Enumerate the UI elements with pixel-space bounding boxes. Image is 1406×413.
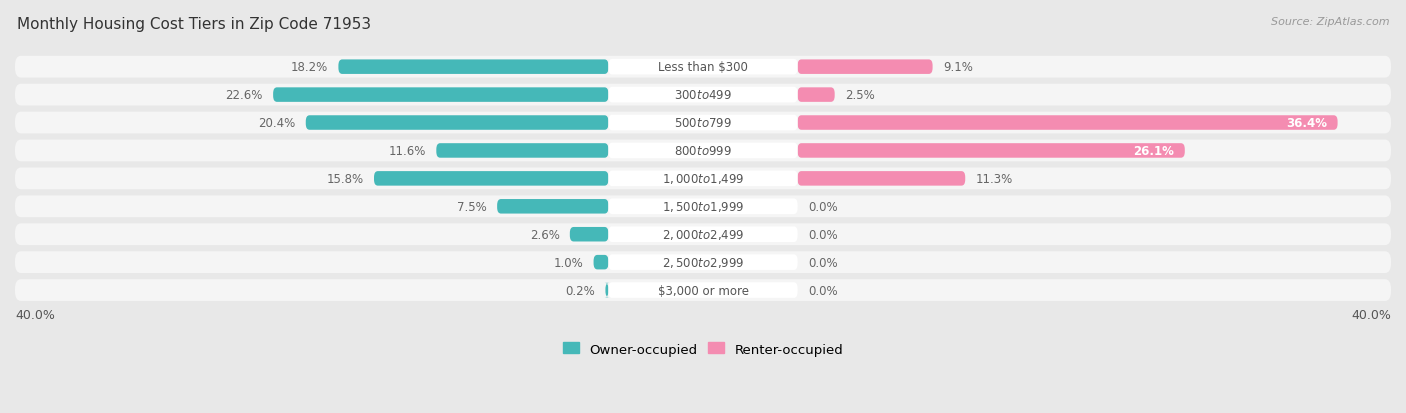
FancyBboxPatch shape bbox=[339, 60, 609, 75]
Text: 0.0%: 0.0% bbox=[808, 256, 838, 269]
Text: $2,500 to $2,999: $2,500 to $2,999 bbox=[662, 256, 744, 270]
Text: 1.0%: 1.0% bbox=[554, 256, 583, 269]
Text: 26.1%: 26.1% bbox=[1133, 145, 1174, 158]
Text: $1,500 to $1,999: $1,500 to $1,999 bbox=[662, 200, 744, 214]
FancyBboxPatch shape bbox=[797, 172, 966, 186]
FancyBboxPatch shape bbox=[15, 112, 1391, 134]
Text: 22.6%: 22.6% bbox=[225, 89, 263, 102]
Text: 9.1%: 9.1% bbox=[943, 61, 973, 74]
FancyBboxPatch shape bbox=[797, 88, 835, 102]
Text: 20.4%: 20.4% bbox=[259, 117, 295, 130]
Text: $1,000 to $1,499: $1,000 to $1,499 bbox=[662, 172, 744, 186]
Text: $300 to $499: $300 to $499 bbox=[673, 89, 733, 102]
FancyBboxPatch shape bbox=[609, 115, 797, 131]
FancyBboxPatch shape bbox=[609, 88, 797, 103]
FancyBboxPatch shape bbox=[609, 282, 797, 298]
FancyBboxPatch shape bbox=[498, 199, 609, 214]
FancyBboxPatch shape bbox=[609, 199, 797, 215]
Text: 40.0%: 40.0% bbox=[15, 309, 55, 321]
FancyBboxPatch shape bbox=[15, 280, 1391, 301]
Text: $800 to $999: $800 to $999 bbox=[673, 145, 733, 158]
Text: 11.3%: 11.3% bbox=[976, 173, 1012, 185]
FancyBboxPatch shape bbox=[609, 227, 797, 242]
Legend: Owner-occupied, Renter-occupied: Owner-occupied, Renter-occupied bbox=[558, 337, 848, 361]
Text: Source: ZipAtlas.com: Source: ZipAtlas.com bbox=[1271, 17, 1389, 26]
FancyBboxPatch shape bbox=[797, 144, 1185, 158]
FancyBboxPatch shape bbox=[605, 283, 609, 298]
Text: $500 to $799: $500 to $799 bbox=[673, 117, 733, 130]
FancyBboxPatch shape bbox=[609, 60, 797, 75]
FancyBboxPatch shape bbox=[15, 196, 1391, 218]
FancyBboxPatch shape bbox=[797, 116, 1337, 131]
FancyBboxPatch shape bbox=[273, 88, 609, 102]
FancyBboxPatch shape bbox=[15, 57, 1391, 78]
Text: 0.2%: 0.2% bbox=[565, 284, 595, 297]
Text: 0.0%: 0.0% bbox=[808, 228, 838, 241]
Text: 40.0%: 40.0% bbox=[1351, 309, 1391, 321]
Text: 18.2%: 18.2% bbox=[291, 61, 328, 74]
Text: 2.5%: 2.5% bbox=[845, 89, 875, 102]
FancyBboxPatch shape bbox=[797, 60, 932, 75]
Text: $2,000 to $2,499: $2,000 to $2,499 bbox=[662, 228, 744, 242]
FancyBboxPatch shape bbox=[436, 144, 609, 158]
FancyBboxPatch shape bbox=[374, 172, 609, 186]
Text: $3,000 or more: $3,000 or more bbox=[658, 284, 748, 297]
FancyBboxPatch shape bbox=[15, 140, 1391, 162]
Text: Monthly Housing Cost Tiers in Zip Code 71953: Monthly Housing Cost Tiers in Zip Code 7… bbox=[17, 17, 371, 31]
FancyBboxPatch shape bbox=[609, 143, 797, 159]
Text: 11.6%: 11.6% bbox=[388, 145, 426, 158]
FancyBboxPatch shape bbox=[593, 255, 609, 270]
Text: 7.5%: 7.5% bbox=[457, 200, 486, 213]
Text: 36.4%: 36.4% bbox=[1286, 117, 1327, 130]
FancyBboxPatch shape bbox=[609, 171, 797, 187]
Text: 0.0%: 0.0% bbox=[808, 200, 838, 213]
FancyBboxPatch shape bbox=[15, 168, 1391, 190]
FancyBboxPatch shape bbox=[609, 255, 797, 271]
FancyBboxPatch shape bbox=[15, 85, 1391, 106]
Text: 2.6%: 2.6% bbox=[530, 228, 560, 241]
FancyBboxPatch shape bbox=[15, 252, 1391, 273]
Text: Less than $300: Less than $300 bbox=[658, 61, 748, 74]
FancyBboxPatch shape bbox=[305, 116, 609, 131]
Text: 15.8%: 15.8% bbox=[326, 173, 364, 185]
Text: 0.0%: 0.0% bbox=[808, 284, 838, 297]
FancyBboxPatch shape bbox=[569, 228, 609, 242]
FancyBboxPatch shape bbox=[15, 224, 1391, 245]
